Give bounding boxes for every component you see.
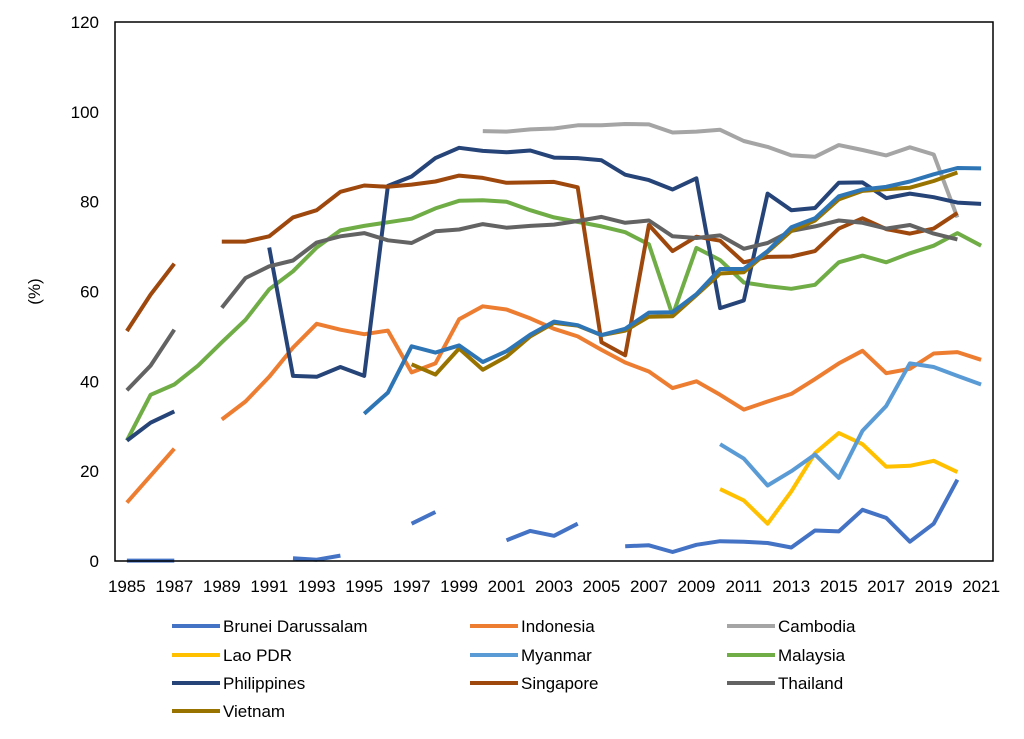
legend-label-singapore: Singapore [521,674,599,693]
x-tick-label: 2017 [867,577,905,596]
x-tick-label: 1995 [345,577,383,596]
x-tick-label: 2007 [630,577,668,596]
x-tick-label: 2019 [915,577,953,596]
x-tick-label: 1993 [298,577,336,596]
legend-label-cambodia: Cambodia [778,617,856,636]
legend: Brunei Darussalam Indonesia Cambodia Lao PD… [172,617,856,721]
x-tick-label: 2005 [583,577,621,596]
legend-label-malaysia: Malaysia [778,646,846,665]
x-tick-label: 1991 [250,577,288,596]
y-tick-label: 60 [80,283,99,302]
series-line-thailand [125,214,958,392]
legend-label-brunei-darussalam: Brunei Darussalam [223,617,368,636]
x-tick-label: 1987 [155,577,193,596]
legend-label-vietnam: Vietnam [223,702,285,721]
series-line-myanmar [719,361,982,488]
x-tick-label: 1997 [393,577,431,596]
x-tick-label: 2021 [962,577,1000,596]
legend-label-indonesia: Indonesia [521,617,595,636]
y-tick-label: 0 [90,552,99,571]
y-tick-label: 40 [80,372,99,391]
y-axis-tick-labels: 0 20 40 60 80 100 120 [71,13,99,571]
x-tick-label: 1985 [108,577,146,596]
x-tick-label: 2009 [677,577,715,596]
legend-label-lao-pdr: Lao PDR [223,646,292,665]
x-tick-label: 2001 [488,577,526,596]
y-tick-label: 120 [71,13,99,32]
legend-label-thailand: Thailand [778,674,843,693]
legend-label-philippines: Philippines [223,674,305,693]
plot-area-frame [114,21,994,562]
series-line-cambodia [482,122,960,219]
y-tick-label: 20 [80,462,99,481]
x-tick-label: 2013 [772,577,810,596]
series-line-indonesia [125,304,982,504]
y-tick-label: 100 [71,103,99,122]
y-axis-title: (%) [25,278,44,304]
legend-label-myanmar: Myanmar [521,646,592,665]
series-line-lao-pdr [719,431,959,526]
x-tick-label: 1999 [440,577,478,596]
series-line-malaysia [125,198,983,442]
x-axis-tick-labels: 1985 1987 1989 1991 1993 1995 1997 1999 2001 2003… [108,577,1000,596]
x-tick-label: 1989 [203,577,241,596]
y-tick-label: 80 [80,193,99,212]
x-tick-label: 2011 [726,577,763,596]
series-line-singapore [125,173,959,358]
x-tick-label: 2003 [535,577,573,596]
series-line-brunei-darussalam [126,478,960,563]
series-line-10 [362,166,982,416]
series-lines [125,122,983,563]
x-tick-label: 2015 [820,577,858,596]
